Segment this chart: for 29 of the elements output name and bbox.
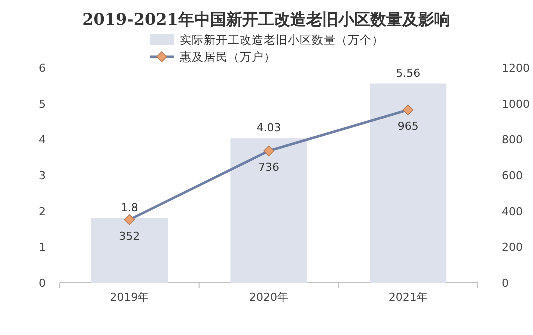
y2-tick-label: 200 [502, 241, 523, 254]
y-tick-label: 0 [39, 277, 46, 290]
y2-tick-label: 1000 [502, 98, 530, 111]
y2-tick-label: 800 [502, 134, 523, 147]
legend-label: 惠及居民（万户） [179, 50, 276, 64]
data-label: 352 [119, 230, 140, 243]
data-label: 736 [258, 161, 280, 174]
y-tick-label: 1 [39, 241, 46, 254]
bar [370, 84, 447, 283]
y-tick-label: 2 [39, 205, 46, 218]
y2-tick-label: 400 [502, 205, 523, 218]
bar [230, 138, 308, 283]
chart-title: 2019-2021年中国新开工改造老旧小区数量及影响 [82, 10, 450, 29]
y2-tick-label: 600 [502, 170, 523, 182]
y-tick-label: 6 [39, 62, 46, 75]
y-tick-label: 5 [39, 98, 46, 111]
bar [91, 218, 168, 283]
y2-tick-label: 0 [502, 277, 509, 290]
legend-label: 实际新开工改造老旧小区数量（万个） [180, 33, 384, 47]
data-label: 5.56 [396, 66, 421, 80]
y2-tick-label: 1200 [502, 62, 530, 75]
data-label: 1.8 [120, 202, 138, 214]
data-label: 4.03 [256, 122, 282, 135]
x-tick-label: 2019年 [110, 291, 150, 304]
y-tick-label: 3 [39, 170, 46, 182]
y-tick-label: 4 [39, 134, 46, 147]
data-label: 965 [398, 120, 419, 134]
x-tick-label: 2021年 [388, 291, 428, 304]
x-tick-label: 2020年 [250, 291, 288, 304]
